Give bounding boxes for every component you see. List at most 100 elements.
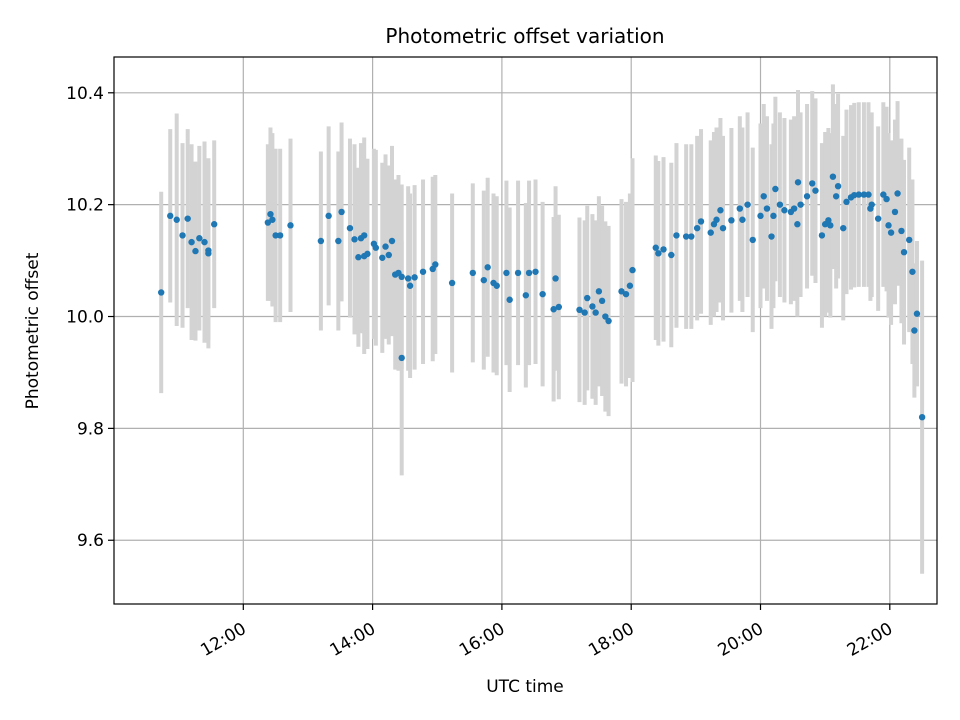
- data-point: [167, 212, 174, 220]
- plot-frame: [113, 56, 938, 605]
- data-point: [598, 297, 606, 305]
- chart-title: Photometric offset variation: [385, 24, 664, 48]
- data-point: [272, 232, 279, 239]
- data-point: [744, 201, 751, 208]
- data-point: [157, 289, 165, 296]
- data-point: [682, 233, 690, 240]
- data-point: [514, 269, 522, 277]
- data-point: [493, 282, 500, 289]
- data-point: [372, 244, 380, 251]
- y-tick-label: 9.8: [77, 419, 104, 439]
- data-point: [276, 232, 284, 239]
- data-point: [909, 268, 916, 275]
- data-point: [763, 205, 771, 212]
- data-point: [382, 243, 389, 250]
- data-point: [484, 264, 491, 271]
- data-point: [717, 207, 724, 214]
- data-point: [825, 217, 832, 224]
- data-point: [602, 313, 609, 320]
- data-point: [338, 208, 345, 216]
- data-point: [629, 266, 636, 274]
- data-point: [576, 306, 583, 314]
- y-tick-label: 9.6: [77, 531, 104, 551]
- data-point: [776, 201, 784, 208]
- data-point: [525, 269, 533, 277]
- data-point: [592, 309, 599, 316]
- data-point: [406, 282, 414, 289]
- data-point: [532, 268, 539, 275]
- data-point: [883, 195, 890, 203]
- data-point: [840, 224, 847, 232]
- data-point: [885, 222, 892, 229]
- data-point: [360, 232, 368, 239]
- data-point: [790, 205, 798, 212]
- data-point: [550, 306, 557, 313]
- data-point: [911, 327, 918, 334]
- data-point: [469, 269, 477, 277]
- data-point: [918, 413, 926, 421]
- data-point: [388, 237, 396, 245]
- data-point: [794, 221, 801, 228]
- data-point: [179, 232, 186, 239]
- data-point: [267, 210, 274, 218]
- data-point: [398, 354, 405, 362]
- data-point: [693, 224, 701, 232]
- data-point: [652, 244, 659, 251]
- data-point: [768, 233, 775, 240]
- data-point: [812, 187, 819, 194]
- data-point: [832, 193, 840, 200]
- data-point: [891, 208, 899, 216]
- data-point: [913, 310, 921, 317]
- data-point: [398, 273, 405, 281]
- data-point: [880, 191, 887, 198]
- data-point: [739, 216, 746, 223]
- data-point: [697, 218, 705, 225]
- data-point: [894, 190, 901, 197]
- data-point: [351, 236, 358, 243]
- data-point: [818, 232, 826, 239]
- data-point: [736, 205, 744, 212]
- data-point: [522, 292, 530, 299]
- data-point: [205, 250, 212, 257]
- data-point: [887, 229, 895, 236]
- data-point: [673, 232, 680, 239]
- data-point: [503, 269, 510, 277]
- y-tick-label: 10.4: [66, 84, 104, 104]
- data-point: [898, 227, 905, 235]
- data-point: [770, 212, 777, 220]
- data-point: [605, 317, 612, 325]
- data-point: [855, 191, 862, 198]
- data-point: [555, 303, 562, 311]
- data-point: [184, 215, 191, 222]
- data-point: [188, 238, 195, 246]
- data-point: [346, 224, 354, 232]
- data-point: [900, 248, 908, 256]
- data-point: [196, 235, 203, 242]
- data-point: [269, 216, 276, 223]
- data-point: [829, 173, 837, 180]
- data-point: [772, 185, 779, 193]
- data-point: [757, 212, 764, 220]
- data-point: [749, 236, 756, 244]
- x-axis-title: UTC time: [486, 677, 564, 697]
- y-axis-title: Photometric offset: [23, 252, 43, 409]
- data-point: [173, 216, 180, 223]
- data-point: [622, 290, 630, 298]
- data-point: [552, 275, 559, 282]
- y-tick-label: 10.0: [66, 308, 104, 328]
- data-point: [448, 279, 456, 287]
- data-point: [355, 254, 362, 261]
- data-point: [581, 309, 588, 316]
- data-point: [287, 222, 294, 229]
- data-point: [809, 180, 816, 187]
- data-point: [906, 236, 913, 244]
- data-point: [335, 237, 342, 245]
- data-point: [595, 288, 603, 295]
- data-point: [874, 215, 882, 222]
- data-point: [797, 201, 804, 208]
- data-point: [411, 274, 418, 281]
- data-point: [432, 261, 439, 268]
- data-point: [728, 217, 735, 224]
